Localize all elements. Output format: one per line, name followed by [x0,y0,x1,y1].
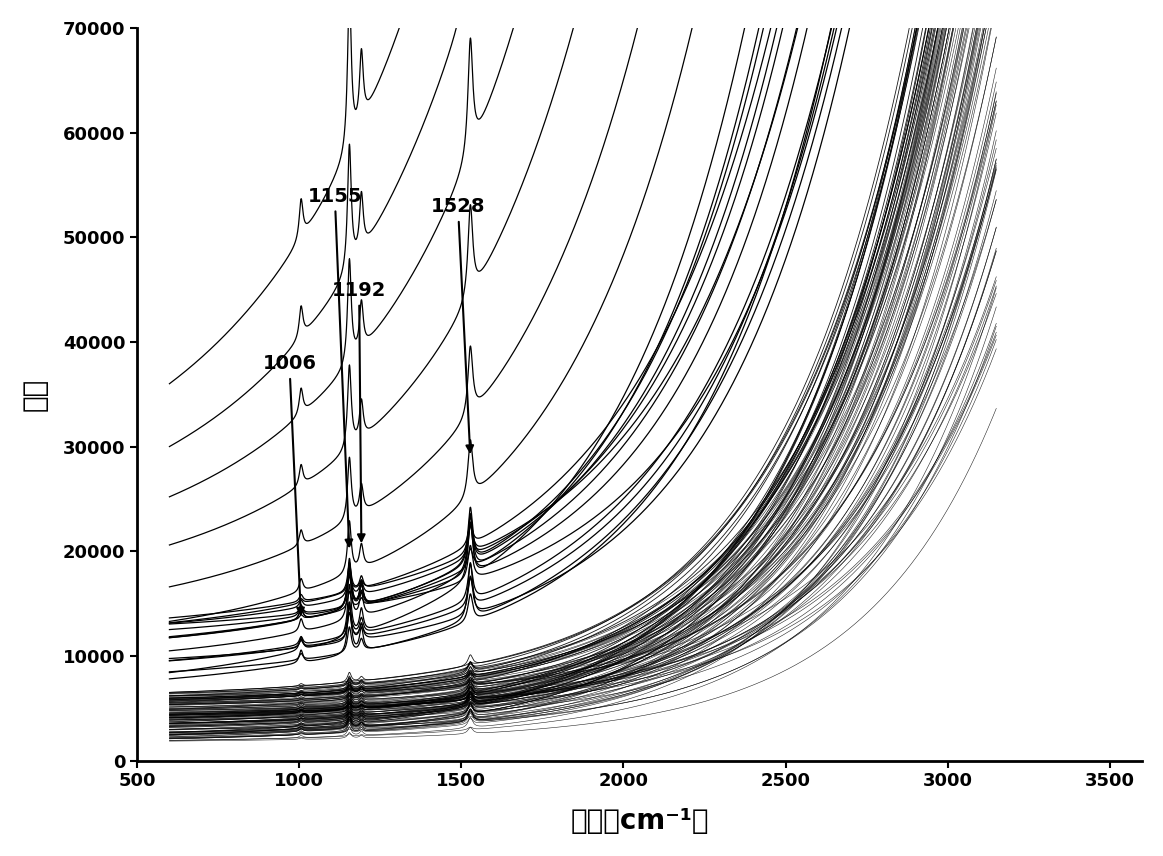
Text: 1192: 1192 [331,281,386,541]
Text: 1155: 1155 [307,187,362,546]
X-axis label: 波数（cm⁻¹）: 波数（cm⁻¹） [570,807,708,835]
Text: 1006: 1006 [263,354,316,615]
Y-axis label: 强度: 强度 [21,377,49,411]
Text: 1528: 1528 [430,197,485,452]
